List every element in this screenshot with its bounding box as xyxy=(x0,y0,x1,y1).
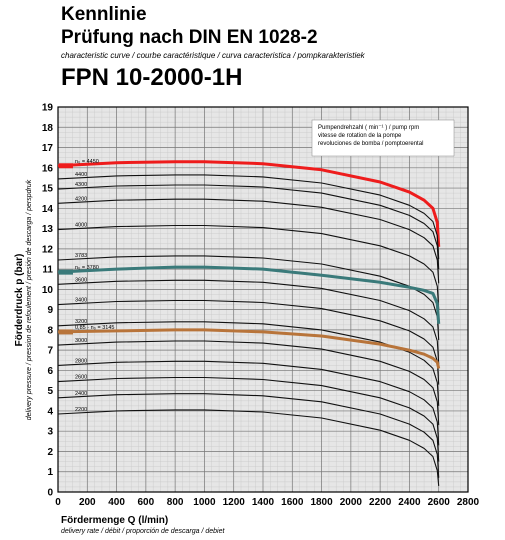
legend-box xyxy=(311,119,455,157)
series-line xyxy=(57,299,440,385)
series-label: 2200 xyxy=(75,407,87,413)
plot-frame xyxy=(57,106,469,493)
series-line xyxy=(57,198,440,284)
series-label: 2800 xyxy=(75,358,87,364)
series-line xyxy=(57,409,440,486)
x-axis-title: Fördermenge Q (l/min) xyxy=(61,515,169,526)
y-tick-label: 5 xyxy=(47,386,53,397)
y-tick-label: 4 xyxy=(47,406,53,417)
series-line xyxy=(57,265,441,324)
y-tick-label: 14 xyxy=(42,204,54,215)
x-tick-label: 1200 xyxy=(223,497,246,508)
x-tick-label: 0 xyxy=(55,497,61,508)
series-label: 4200 xyxy=(75,196,87,202)
y-tick-label: 11 xyxy=(42,265,53,276)
x-tick-label: 1600 xyxy=(281,497,304,508)
series-label: 3600 xyxy=(75,277,87,283)
y-tick-label: 2 xyxy=(47,447,53,458)
chart-title: Kennlinie xyxy=(61,4,147,25)
series-label: 3200 xyxy=(75,319,87,325)
series-label: 3783 xyxy=(75,253,87,259)
series-line xyxy=(57,321,440,406)
series-line xyxy=(57,393,440,478)
x-tick-label: 1000 xyxy=(193,497,216,508)
x-tick-label: 1800 xyxy=(310,497,333,508)
series-label: 3000 xyxy=(75,338,87,344)
series-label: 4300 xyxy=(75,182,87,188)
y-tick-label: 16 xyxy=(42,163,54,174)
y-tick-label: 1 xyxy=(47,467,53,478)
series-line xyxy=(57,160,441,247)
pump-model: FPN 10-2000-1H xyxy=(61,64,243,91)
series-start-marker xyxy=(59,163,73,169)
series-line xyxy=(57,360,440,446)
series-label: 4400 xyxy=(75,172,87,178)
series-label: 3400 xyxy=(75,298,87,304)
x-axis-subtitle: delivery rate / débit / proporción de de… xyxy=(61,528,225,535)
y-tick-label: 3 xyxy=(47,427,53,438)
x-tick-label: 2000 xyxy=(340,497,363,508)
series-start-marker xyxy=(59,329,73,335)
series-line xyxy=(57,340,440,426)
series-label: 2400 xyxy=(75,391,87,397)
rpm-legend-text: Pumpendrehzahl ( min⁻¹ ) / pump rpm vite… xyxy=(318,125,424,147)
y-tick-label: 19 xyxy=(42,103,54,114)
series-label: 0,85 · n₀ = 3145 xyxy=(75,325,114,331)
chart-subtitle-standard: Prüfung nach DIN EN 1028-2 xyxy=(61,27,318,48)
rpm-legend-note: Pumpendrehzahl ( min⁻¹ ) / pump rpm vite… xyxy=(318,124,448,148)
y-tick-label: 17 xyxy=(42,143,54,154)
x-tick-label: 2600 xyxy=(428,497,451,508)
series-line xyxy=(57,279,440,365)
y-tick-label: 7 xyxy=(47,346,53,357)
y-tick-label: 10 xyxy=(42,285,54,296)
x-tick-label: 600 xyxy=(138,497,155,508)
series-line xyxy=(57,328,441,369)
y-tick-label: 8 xyxy=(47,325,53,336)
series-label: 2600 xyxy=(75,375,87,381)
x-tick-label: 800 xyxy=(167,497,184,508)
x-tick-label: 2800 xyxy=(457,497,480,508)
y-tick-label: 13 xyxy=(42,224,54,235)
y-tick-label: 12 xyxy=(42,244,54,255)
x-tick-label: 2400 xyxy=(398,497,421,508)
y-tick-label: 6 xyxy=(47,366,53,377)
x-tick-label: 2200 xyxy=(369,497,392,508)
series-line xyxy=(57,255,440,341)
y-tick-label: 0 xyxy=(47,488,53,499)
series-line xyxy=(57,184,440,270)
chart-subtitle-translations: characteristic curve / courbe caractéris… xyxy=(61,51,365,60)
series-start-marker xyxy=(59,269,73,275)
series-line xyxy=(57,174,440,260)
y-tick-label: 15 xyxy=(42,184,54,195)
series-label: n₀ = 4450 xyxy=(75,159,99,165)
series-label: n₀ = 3780 xyxy=(75,265,99,271)
y-tick-label: 18 xyxy=(42,123,54,134)
series-label: 4000 xyxy=(75,223,87,229)
x-tick-label: 1400 xyxy=(252,497,275,508)
series-line xyxy=(57,376,440,462)
series-line xyxy=(57,224,440,310)
x-tick-label: 400 xyxy=(108,497,125,508)
x-tick-label: 200 xyxy=(79,497,96,508)
y-tick-label: 9 xyxy=(47,305,53,316)
